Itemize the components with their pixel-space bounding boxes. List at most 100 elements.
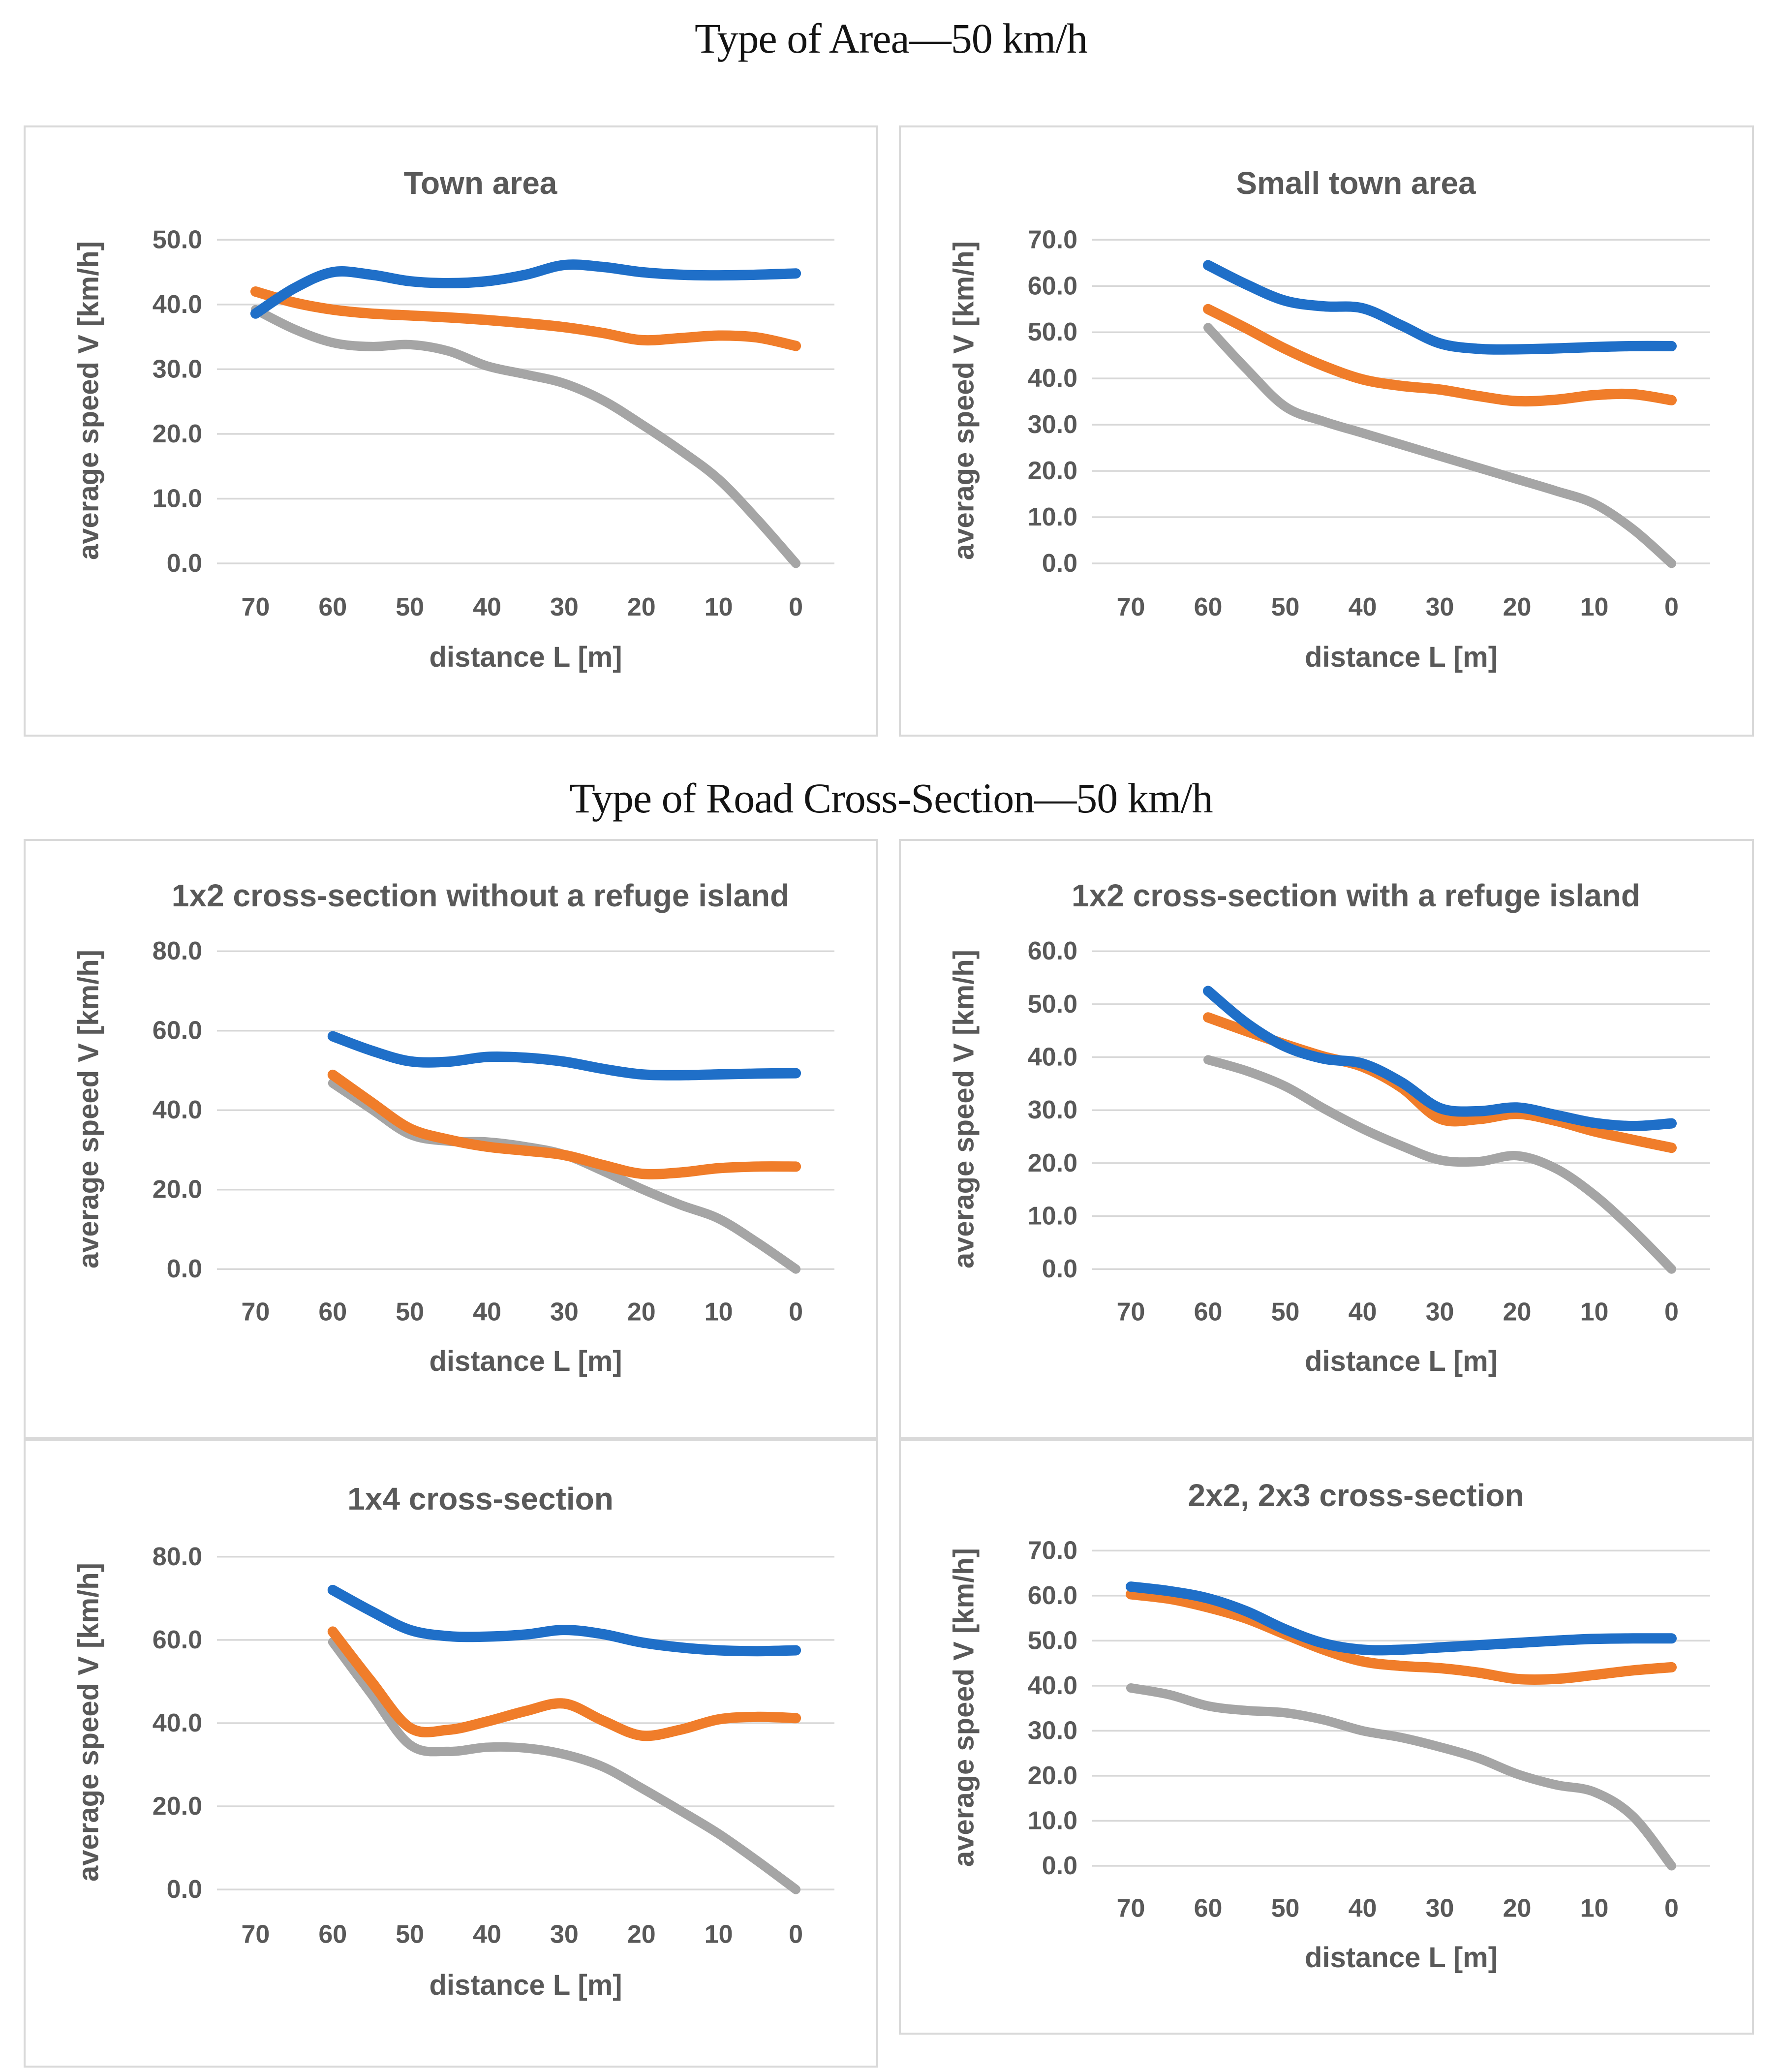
x-tick-label: 0 (789, 1298, 803, 1326)
x-tick-label: 40 (473, 1920, 501, 1949)
y-tick-label: 50.0 (1028, 318, 1077, 346)
x-tick-label: 20 (627, 1920, 656, 1949)
x-tick-label: 10 (705, 1298, 733, 1326)
y-tick-label: 20.0 (1028, 1149, 1077, 1177)
x-tick-label: 60 (318, 593, 347, 621)
plot-area: 0.0 10.0 20.0 30.0 40.0 50.0 60.0 70 60 50 40 30 20 1… (1028, 937, 1710, 1326)
plot-area: 0.0 20.0 40.0 60.0 80.0 70 60 50 40 30 20 10 0 (153, 1543, 834, 1949)
x-tick-label: 30 (1426, 1894, 1454, 1923)
chart-panel-1x4-cross-section: 0.0 20.0 40.0 60.0 80.0 70 60 50 40 30 20 10 0 1x4 c… (24, 1439, 878, 2068)
series-line-gray (328, 1078, 801, 1274)
y-tick-label: 60.0 (1028, 937, 1077, 965)
x-tick-label: 50 (396, 593, 424, 621)
x-tick-label: 60 (1194, 593, 1223, 621)
y-tick-label: 10.0 (1028, 1202, 1077, 1231)
x-tick-label: 10 (1580, 593, 1609, 621)
y-tick-label: 50.0 (1028, 1626, 1077, 1655)
chart-panel-1x2-with-refuge-island: 0.0 10.0 20.0 30.0 40.0 50.0 60.0 70 60 50 40 30 20 1… (899, 839, 1754, 1439)
chart-panel-1x2-without-refuge-island: 0.0 20.0 40.0 60.0 80.0 70 60 50 40 30 20 10 0 1x2 c… (24, 839, 878, 1439)
x-tick-label: 30 (550, 1920, 579, 1949)
chart-title: Town area (403, 165, 557, 201)
y-tick-label: 20.0 (153, 1175, 202, 1204)
series-line-blue (250, 259, 801, 319)
y-tick-label: 20.0 (153, 1792, 202, 1821)
series-line-blue (327, 1584, 801, 1657)
x-axis-title: distance L [m] (1304, 641, 1498, 673)
y-tick-label: 60.0 (1028, 1581, 1077, 1610)
series-line-gray (328, 1637, 801, 1894)
section-title-type-of-area: Type of Area—50 km/h (695, 15, 1088, 62)
y-tick-label: 0.0 (1042, 1255, 1077, 1283)
x-axis-title: distance L [m] (429, 641, 622, 673)
y-axis-title: average speed V [km/h] (72, 950, 105, 1269)
x-axis-title: distance L [m] (1304, 1345, 1498, 1378)
chart-title: 2x2, 2x3 cross-section (1188, 1478, 1524, 1514)
y-tick-label: 30.0 (1028, 1096, 1077, 1124)
x-tick-label: 70 (1117, 1298, 1145, 1326)
series-line-orange (1126, 1589, 1677, 1685)
x-tick-label: 0 (1664, 1298, 1679, 1326)
y-tick-label: 80.0 (153, 937, 202, 965)
y-tick-label: 20.0 (1028, 457, 1077, 485)
plot-area: 0.0 10.0 20.0 30.0 40.0 50.0 60.0 70.0 70 60 50 40 3… (1028, 225, 1710, 621)
x-tick-label: 20 (1503, 1298, 1532, 1326)
series-line-blue (1126, 1581, 1677, 1656)
y-tick-label: 50.0 (153, 225, 202, 254)
x-tick-label: 10 (705, 593, 733, 621)
x-tick-label: 70 (1117, 1894, 1145, 1923)
x-axis-title: distance L [m] (1304, 1941, 1498, 1974)
y-axis-title: average speed V [km/h] (948, 241, 980, 560)
y-tick-label: 30.0 (1028, 410, 1077, 439)
series-line-orange (327, 1626, 801, 1741)
x-tick-label: 10 (1580, 1894, 1609, 1923)
x-tick-label: 20 (1503, 593, 1532, 621)
chart-title: 1x2 cross-section with a refuge island (1072, 878, 1640, 914)
x-tick-label: 50 (396, 1298, 424, 1326)
x-tick-label: 70 (242, 1298, 270, 1326)
x-tick-label: 40 (1349, 1298, 1377, 1326)
section-title-type-of-road-cross-section: Type of Road Cross-Section—50 km/h (569, 774, 1213, 822)
x-tick-label: 20 (627, 593, 656, 621)
y-tick-label: 40.0 (153, 1709, 202, 1737)
y-tick-label: 30.0 (153, 355, 202, 383)
y-tick-label: 40.0 (1028, 1671, 1077, 1700)
x-tick-label: 20 (627, 1298, 656, 1326)
x-tick-label: 60 (1194, 1894, 1223, 1923)
y-tick-label: 0.0 (1042, 1852, 1077, 1880)
series-line-gray (1203, 323, 1676, 568)
x-tick-label: 60 (1194, 1298, 1223, 1326)
x-tick-label: 40 (473, 593, 501, 621)
x-tick-label: 30 (1426, 1298, 1454, 1326)
y-axis-title: average speed V [km/h] (72, 241, 105, 560)
series-line-gray (1203, 1055, 1676, 1274)
y-tick-label: 40.0 (153, 290, 202, 319)
y-tick-label: 80.0 (153, 1543, 202, 1571)
x-tick-label: 0 (1664, 1894, 1679, 1923)
chart-title: Small town area (1236, 165, 1476, 201)
x-tick-label: 70 (1117, 593, 1145, 621)
y-tick-label: 10.0 (1028, 1807, 1077, 1835)
y-axis-title: average speed V [km/h] (948, 1547, 980, 1867)
chart-title: 1x4 cross-section (347, 1481, 614, 1516)
x-tick-label: 0 (1664, 593, 1679, 621)
x-tick-label: 0 (789, 593, 803, 621)
series-line-blue (1203, 260, 1677, 355)
x-tick-label: 0 (789, 1920, 803, 1949)
x-tick-label: 20 (1503, 1894, 1532, 1923)
x-tick-label: 10 (1580, 1298, 1609, 1326)
plot-area: 0.0 10.0 20.0 30.0 40.0 50.0 70 60 50 40 30 20 10 0 (153, 225, 834, 621)
chart-panel-town-area: 0.0 10.0 20.0 30.0 40.0 50.0 70 60 50 40 30 20 10 0 T… (24, 125, 878, 737)
y-tick-label: 40.0 (153, 1096, 202, 1124)
y-tick-label: 60.0 (153, 1626, 202, 1654)
y-tick-label: 20.0 (153, 420, 202, 448)
x-tick-label: 70 (242, 1920, 270, 1949)
y-tick-label: 0.0 (167, 1875, 202, 1904)
x-tick-label: 40 (1349, 1894, 1377, 1923)
x-tick-label: 30 (1426, 593, 1454, 621)
y-tick-label: 0.0 (1042, 549, 1077, 578)
x-axis-title: distance L [m] (429, 1969, 622, 2002)
x-tick-label: 70 (242, 593, 270, 621)
x-tick-label: 50 (1271, 1298, 1300, 1326)
x-tick-label: 30 (550, 1298, 579, 1326)
